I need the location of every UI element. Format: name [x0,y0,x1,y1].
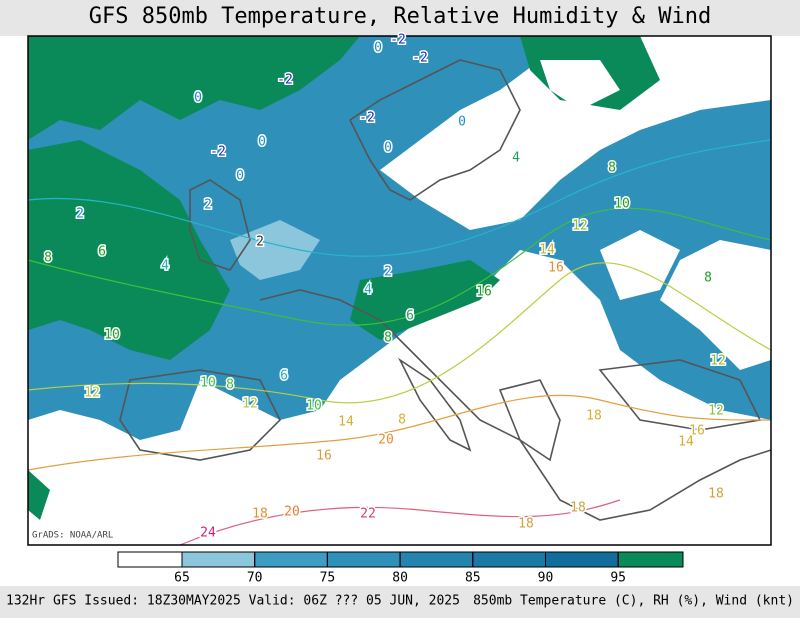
contour-label: -2 [277,73,293,88]
contour-label: 8 [398,413,406,428]
contour-label: 18 [518,517,534,532]
footer-bar [0,586,800,618]
contour-label: 12 [572,219,588,234]
contour-label: 0 [458,115,466,130]
contour-label: 6 [98,245,106,260]
contour-label: 0 [384,141,392,156]
contour-label: 18 [252,507,268,522]
contour-label: 10 [104,328,120,343]
footer-right: 850mb Temperature (C), RH (%), Wind (knt… [473,594,794,609]
contour-label: 4 [364,283,372,298]
title: GFS 850mb Temperature, Relative Humidity… [89,4,712,29]
contour-label: 12 [710,354,726,369]
contour-label: 8 [44,251,52,266]
contour-label: 14 [338,415,354,430]
contour-label: 4 [512,151,520,166]
contour-label: 0 [236,169,244,184]
contour-label: 10 [306,399,322,414]
colorbar-segment [117,551,183,568]
colorbar-tick-label: 75 [320,571,336,586]
colorbar-tick-label: 80 [392,571,408,586]
contour-label: 16 [689,424,705,439]
colorbar-segment [326,551,401,568]
contour-label: 2 [256,235,264,250]
colorbar-segment [472,551,546,568]
colorbar-tick-label: 90 [538,571,554,586]
humidity-fill [28,36,771,545]
contour-label: 12 [84,386,100,401]
contour-label: 24 [200,526,216,541]
contour-label: -2 [210,145,226,160]
colorbar-segment [399,551,474,568]
footer-left: 132Hr GFS Issued: 18Z30MAY2025 Valid: 06… [6,594,460,609]
title-bar [0,0,800,36]
contour-label: 20 [378,433,394,448]
contour-label: 8 [608,161,616,176]
contour-label: -2 [390,33,406,48]
contour-label: -2 [412,51,428,66]
colorbar-tick-label: 95 [610,571,626,586]
contour-label: 10 [614,197,630,212]
contour-label: -2 [359,111,375,126]
contour-label: 0 [258,135,266,150]
contour-label: 6 [280,369,288,384]
map-frame [27,35,772,546]
contour-label: 14 [678,435,694,450]
contour-label: 8 [704,271,712,286]
colorbar-tick-label: 70 [247,571,263,586]
contour-label: 12 [242,397,258,412]
contour-label: 6 [406,309,414,324]
contour-label: 0 [194,91,202,106]
colorbar-tick-label: 85 [465,571,481,586]
contour-label: 12 [708,404,724,419]
contour-label: 16 [476,285,492,300]
contour-label: 2 [204,198,212,213]
coastlines [119,59,772,521]
contour-label: 20 [284,505,300,520]
contour-label: 10 [200,376,216,391]
contour-label: 16 [316,449,332,464]
contour-label: 16 [548,261,564,276]
colorbar: 65 70 75 80 85 90 95 [117,551,684,586]
colorbar-segment [545,551,619,568]
contour-label: 18 [708,487,724,502]
contour-label: 14 [539,243,555,258]
contour-label: 0 [374,41,382,56]
contour-label: 2 [384,265,392,280]
contour-label: 2 [76,207,84,222]
colorbar-segment [617,551,684,568]
contour-label: 8 [226,378,234,393]
colorbar-tick-label: 65 [174,571,190,586]
colorbar-segment [181,551,256,568]
contour-label: 4 [161,259,169,274]
contour-label: 18 [586,409,602,424]
credit: GrADS: NOAA/ARL [32,531,113,541]
temperature-contours [27,139,772,546]
contour-label: 8 [384,331,392,346]
contour-label: 18 [570,501,586,516]
contour-label: 22 [360,507,376,522]
colorbar-segment [254,551,328,568]
